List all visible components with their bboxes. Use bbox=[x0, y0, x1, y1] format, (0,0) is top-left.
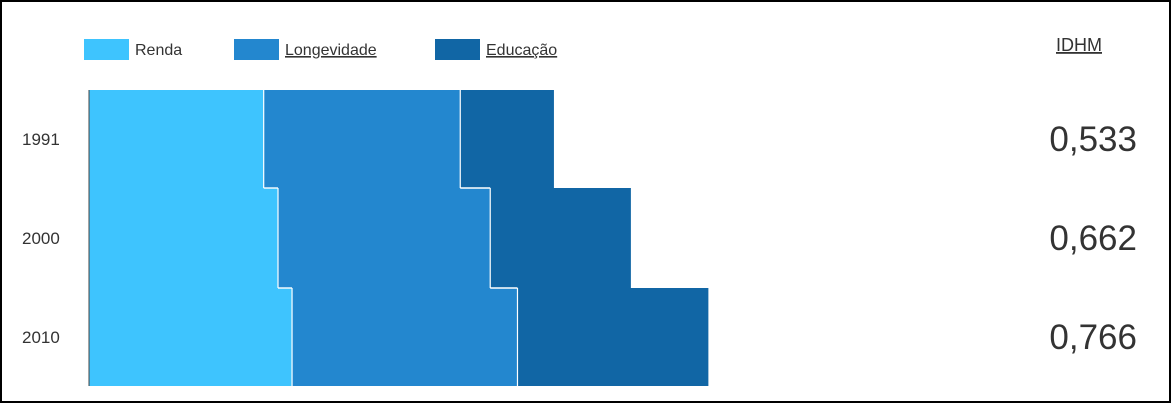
idhm-title: IDHM bbox=[1056, 35, 1102, 55]
bar-2000-longevidade bbox=[278, 188, 491, 288]
legend-label-educação: Educação bbox=[486, 42, 557, 59]
legend-swatch-longevidade bbox=[234, 39, 279, 60]
bar-2000-renda bbox=[89, 188, 278, 288]
idhm-value-2000: 0,662 bbox=[1049, 219, 1137, 258]
idhm-value-2010: 0,766 bbox=[1049, 318, 1137, 357]
year-label-2000: 2000 bbox=[22, 229, 60, 248]
year-label-2010: 2010 bbox=[22, 328, 60, 347]
legend-swatch-renda bbox=[84, 39, 129, 60]
bar-2000-educação bbox=[490, 188, 631, 288]
legend-label-renda: Renda bbox=[135, 42, 182, 59]
bar-2010-educação bbox=[517, 288, 709, 386]
bar-dividers bbox=[263, 90, 519, 386]
bar-1991-educação bbox=[460, 90, 554, 188]
idhm-values: 0,533 0,662 0,766 bbox=[1049, 120, 1137, 357]
bar-1991-longevidade bbox=[263, 90, 461, 188]
year-label-1991: 1991 bbox=[22, 130, 60, 149]
year-labels: 1991 2000 2010 bbox=[22, 130, 60, 347]
idhm-value-1991: 0,533 bbox=[1049, 120, 1137, 159]
legend-label-longevidade: Longevidade bbox=[285, 42, 377, 59]
bar-2010-renda bbox=[89, 288, 293, 386]
legend-swatch-educação bbox=[435, 39, 480, 60]
legend: Renda Longevidade Educação bbox=[84, 39, 557, 60]
stacked-bars bbox=[89, 90, 709, 386]
bar-2010-longevidade bbox=[292, 288, 518, 386]
bar-1991-renda bbox=[89, 90, 264, 188]
